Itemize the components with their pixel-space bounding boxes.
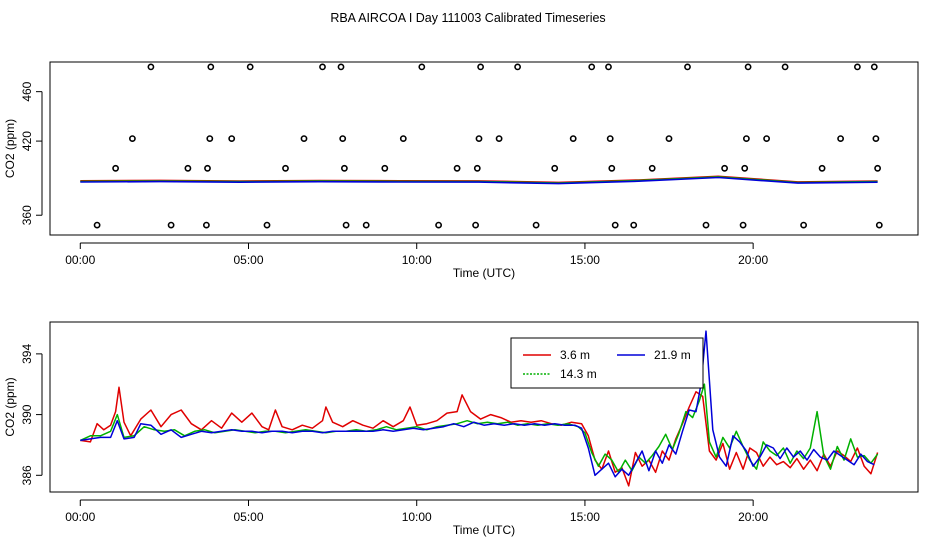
- scatter-point: [630, 221, 638, 229]
- series-line: [80, 386, 879, 487]
- scatter-point: [514, 63, 521, 71]
- scatter-point: [870, 63, 878, 71]
- scatter-point: [206, 135, 214, 142]
- x-tick-label: 10:00: [402, 510, 432, 524]
- scatter-point: [300, 135, 308, 142]
- scatter-point: [477, 63, 484, 71]
- scatter-point: [362, 221, 370, 229]
- x-tick-label: 00:00: [65, 510, 95, 524]
- scatter-point: [435, 221, 442, 229]
- scatter-point: [606, 135, 614, 142]
- scatter-point: [282, 164, 289, 172]
- scatter-point: [202, 221, 210, 229]
- scatter-point: [495, 135, 503, 142]
- x-tick-label: 10:00: [402, 253, 432, 267]
- scatter-point: [702, 221, 710, 229]
- scatter-point: [875, 221, 883, 229]
- x-axis-label: Time (UTC): [453, 523, 515, 537]
- scatter-point: [246, 63, 254, 71]
- scatter-point: [340, 164, 348, 172]
- scatter-point: [569, 135, 577, 142]
- y-tick-label: 394: [20, 344, 34, 364]
- scatter-point: [167, 221, 175, 229]
- y-tick-label: 390: [20, 404, 34, 424]
- scatter-point: [342, 221, 350, 229]
- legend-box: [510, 337, 704, 389]
- scatter-point: [551, 164, 559, 172]
- scatter-point: [781, 63, 789, 71]
- scatter-point: [473, 164, 481, 172]
- scatter-point: [837, 135, 844, 142]
- figure-title: RBA AIRCOA I Day 111003 Calibrated Times…: [330, 11, 605, 25]
- scatter-point: [743, 135, 750, 142]
- scatter-point: [472, 221, 479, 229]
- plot-frame: [49, 61, 919, 236]
- x-tick-label: 05:00: [233, 253, 263, 267]
- scatter-point: [872, 135, 880, 142]
- series-line: [80, 330, 875, 478]
- scatter-point: [339, 135, 347, 142]
- series-line: [80, 176, 878, 185]
- legend-label: 21.9 m: [654, 348, 691, 362]
- scatter-point: [319, 63, 326, 71]
- x-axis: 00:00 05:00 10:00 15:00 20:00: [65, 499, 768, 524]
- scatter-point: [608, 164, 616, 172]
- scatter-point: [818, 164, 826, 172]
- scatter-point: [588, 63, 596, 71]
- scatter-point: [763, 135, 770, 142]
- scatter-point: [128, 135, 136, 142]
- x-tick-label: 20:00: [738, 253, 768, 267]
- legend: 3.6 m 14.3 m 21.9 m: [510, 337, 704, 389]
- y-tick-label: 360: [20, 205, 34, 225]
- scatter-point: [453, 164, 461, 172]
- scatter-point: [93, 221, 101, 229]
- scatter-point: [665, 135, 673, 142]
- bottom-panel: 00:00 05:00 10:00 15:00 20:00 Time (UTC) 386 39…: [3, 321, 919, 537]
- x-tick-label: 20:00: [738, 510, 768, 524]
- scatter-point: [874, 164, 881, 172]
- scatter-point: [112, 164, 119, 172]
- scatter-point: [648, 164, 656, 172]
- scatter-point: [684, 63, 691, 71]
- scatter-point: [207, 63, 215, 71]
- scatter-point: [184, 164, 192, 172]
- scatter-point: [475, 135, 483, 142]
- scatter-point: [605, 63, 612, 71]
- scatter-point: [381, 164, 389, 172]
- scatter-point: [854, 63, 861, 71]
- scatter-point: [800, 221, 807, 229]
- y-tick-label: 460: [20, 81, 34, 101]
- y-axis-label: CO2 (ppm): [3, 119, 17, 178]
- scatter-point: [147, 63, 155, 71]
- scatter-point: [611, 221, 619, 229]
- scatter-point: [744, 63, 752, 71]
- y-tick-label: 386: [20, 465, 34, 485]
- x-axis: 00:00 05:00 10:00 15:00 20:00: [65, 242, 768, 267]
- y-axis-label: CO2 (ppm): [3, 377, 17, 436]
- y-tick-label: 420: [20, 131, 34, 151]
- scatter-point: [228, 135, 236, 142]
- x-tick-label: 15:00: [570, 253, 600, 267]
- scatter-point: [418, 63, 426, 71]
- top-panel: 00:00 05:00 10:00 15:00 20:00 Time (UTC) 360 42…: [3, 61, 919, 280]
- scatter-point: [532, 221, 540, 229]
- scatter-point: [739, 221, 747, 229]
- scatter-point: [399, 135, 407, 142]
- scatter-point: [204, 164, 211, 172]
- x-tick-label: 05:00: [233, 510, 263, 524]
- legend-label: 3.6 m: [560, 348, 590, 362]
- x-tick-label: 00:00: [65, 253, 95, 267]
- y-axis: 360 420 460: [20, 81, 43, 225]
- scatter-point: [741, 164, 749, 172]
- plot-frame: [49, 321, 919, 493]
- scatter-point: [263, 221, 271, 229]
- scatter-point: [337, 63, 345, 71]
- x-tick-label: 15:00: [570, 510, 600, 524]
- y-axis: 386 390 394: [20, 344, 43, 485]
- scatter-point: [721, 164, 728, 172]
- x-axis-label: Time (UTC): [453, 266, 515, 280]
- legend-label: 14.3 m: [560, 367, 597, 381]
